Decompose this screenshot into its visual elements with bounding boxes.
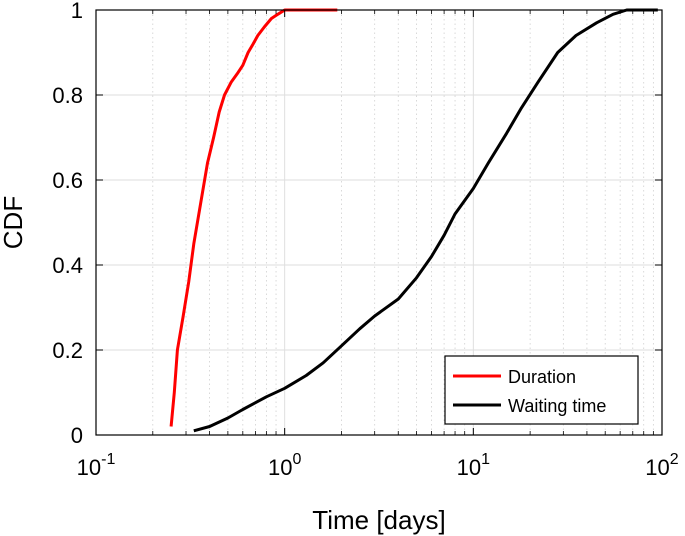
y-tick-label: 0 [71,423,83,448]
series-line-waiting-time [193,8,658,433]
y-tick-label: 1 [71,0,83,23]
y-tick-label: 0.4 [52,253,83,278]
tick-labels: 0 0.2 0.4 0.6 0.8 1 10-1 100 101 102 [52,0,678,480]
y-tick-label: 0.2 [52,338,83,363]
series-line-duration [169,8,338,427]
tick-marks [95,9,663,436]
x-tick-label: 100 [268,451,301,480]
axes-box [95,9,663,436]
legend-label: Duration [508,367,576,387]
series-lines [169,8,658,433]
x-tick-label: 101 [457,451,490,480]
x-axis-label: Time [days] [312,505,445,535]
y-tick-label: 0.8 [52,83,83,108]
x-tick-label: 102 [645,451,678,480]
legend-label: Waiting time [508,396,606,416]
legend-box [444,355,639,425]
y-tick-label: 0.6 [52,168,83,193]
y-axis-label: CDF [0,196,28,249]
x-tick-label: 10-1 [77,451,116,480]
legend: Duration Waiting time [444,355,639,425]
